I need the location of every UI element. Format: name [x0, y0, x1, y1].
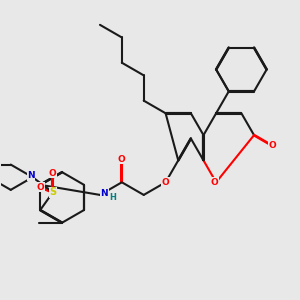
- Text: N: N: [27, 171, 35, 180]
- Text: N: N: [100, 189, 108, 198]
- Text: O: O: [162, 178, 170, 187]
- Text: O: O: [211, 178, 218, 187]
- Text: H: H: [109, 194, 116, 202]
- Text: O: O: [36, 183, 44, 192]
- Text: O: O: [269, 141, 277, 150]
- Text: O: O: [118, 155, 126, 164]
- Text: O: O: [49, 169, 57, 178]
- Text: S: S: [49, 188, 56, 197]
